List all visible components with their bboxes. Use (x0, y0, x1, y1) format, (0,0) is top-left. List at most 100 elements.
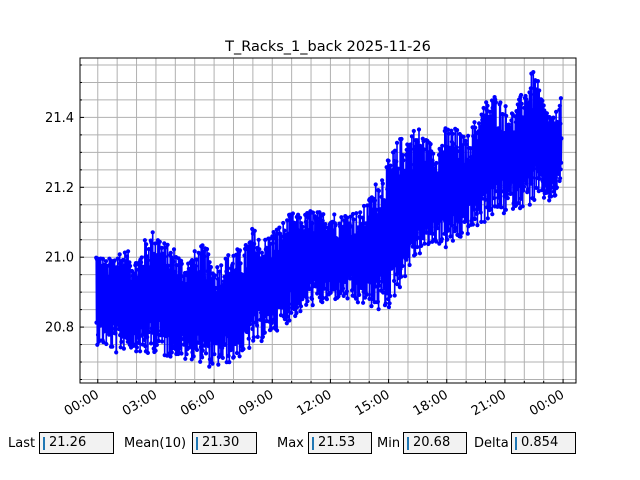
data-point (153, 241, 158, 246)
data-point (486, 194, 491, 200)
data-point (341, 224, 346, 229)
data-point (493, 100, 498, 105)
data-point (227, 360, 232, 365)
data-point (99, 321, 104, 326)
data-point (295, 305, 300, 310)
data-point (239, 335, 244, 340)
data-point (304, 237, 309, 242)
data-point (297, 240, 302, 245)
data-point (395, 282, 400, 287)
data-point (203, 351, 209, 356)
data-point (232, 276, 237, 281)
data-point (226, 353, 231, 358)
data-point (323, 222, 328, 227)
data-point (146, 258, 151, 263)
data-point (386, 305, 391, 310)
data-point (426, 240, 432, 245)
data-point (383, 198, 388, 203)
data-point (333, 223, 338, 228)
data-point (500, 112, 506, 117)
data-point (412, 147, 417, 152)
data-point (325, 287, 330, 292)
data-point (486, 128, 491, 133)
data-point (134, 345, 139, 350)
data-point (417, 251, 422, 256)
data-point (348, 214, 353, 219)
data-point (280, 304, 285, 309)
data-point (332, 212, 337, 217)
data-point (308, 279, 313, 285)
data-point (308, 276, 313, 281)
data-point (531, 70, 536, 75)
data-point (309, 296, 315, 301)
data-point (529, 181, 534, 186)
data-point (366, 270, 371, 275)
data-point (151, 263, 156, 268)
data-point (481, 105, 486, 111)
data-point (362, 284, 367, 289)
data-point (443, 245, 448, 250)
data-point (516, 201, 521, 206)
data-point (179, 351, 184, 356)
data-point (539, 165, 544, 170)
data-point (398, 179, 403, 184)
data-point (123, 279, 128, 284)
data-point (293, 223, 298, 228)
data-point (269, 320, 274, 325)
data-point (392, 148, 398, 153)
data-point (281, 220, 286, 226)
data-point (271, 230, 276, 235)
data-point (229, 347, 234, 352)
data-point (450, 238, 455, 243)
data-point (248, 240, 253, 245)
data-point (101, 340, 106, 345)
data-point (320, 295, 326, 301)
data-point (126, 249, 131, 254)
data-point (336, 294, 341, 299)
data-point (321, 212, 326, 217)
data-point (235, 268, 241, 273)
data-point (155, 254, 160, 259)
data-point (160, 339, 165, 344)
data-point (208, 265, 213, 270)
data-point (379, 194, 384, 199)
data-point (261, 254, 266, 259)
data-point (323, 278, 328, 283)
data-point (97, 338, 102, 343)
data-point (297, 215, 303, 220)
data-point (473, 201, 478, 206)
data-point (166, 263, 171, 268)
data-point (403, 274, 408, 279)
data-point (501, 189, 506, 194)
data-point (255, 334, 260, 339)
data-point (305, 299, 310, 304)
data-point (331, 277, 336, 283)
data-point (122, 273, 127, 278)
data-point (357, 292, 362, 297)
data-point (181, 342, 187, 347)
data-point (134, 267, 139, 272)
data-point (474, 192, 479, 197)
data-point (270, 302, 275, 307)
data-point (402, 174, 407, 179)
data-point (490, 212, 495, 217)
data-point (549, 185, 554, 190)
data-point (557, 107, 562, 112)
data-point (544, 130, 549, 135)
data-point (447, 156, 452, 161)
data-point (439, 236, 444, 242)
data-point (224, 258, 230, 263)
data-point (275, 328, 280, 333)
data-point (113, 331, 118, 336)
data-point (516, 173, 521, 179)
data-point (184, 282, 189, 287)
data-point (462, 162, 467, 167)
data-point (162, 254, 168, 259)
data-point (372, 198, 378, 203)
data-point (207, 364, 212, 369)
data-point (478, 210, 483, 215)
data-point (231, 354, 236, 360)
data-point (293, 294, 298, 299)
data-point (445, 237, 450, 242)
data-point (483, 197, 488, 202)
